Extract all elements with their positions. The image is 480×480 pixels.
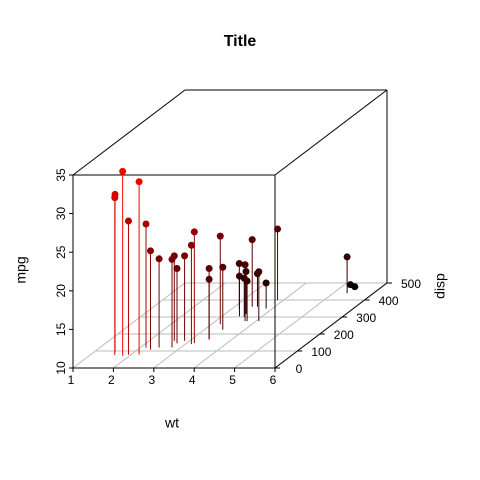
point: [351, 283, 359, 291]
point: [343, 253, 351, 261]
z-tick-label: 20: [54, 284, 68, 298]
y-tick-label: 500: [401, 277, 421, 291]
point: [187, 241, 195, 249]
point: [242, 267, 250, 275]
point: [219, 263, 227, 271]
point: [124, 217, 132, 225]
z-tick-label: 35: [54, 168, 68, 182]
point: [255, 268, 263, 276]
box-edge: [274, 282, 388, 369]
grid-line: [193, 282, 307, 369]
point: [142, 220, 150, 228]
point: [111, 194, 119, 202]
grid-line: [72, 282, 186, 369]
point: [216, 232, 224, 240]
x-tick-label: 6: [270, 373, 277, 387]
y-tick-label: 400: [379, 294, 399, 308]
point: [190, 228, 198, 236]
grid-line: [234, 282, 347, 369]
z-tick-label: 25: [54, 245, 68, 259]
point: [243, 277, 251, 285]
point: [155, 255, 163, 263]
point: [248, 236, 256, 244]
x-tick-label: 4: [189, 373, 196, 387]
y-axis-label: disp: [432, 273, 448, 299]
point: [274, 225, 282, 233]
x-tick-label: 5: [229, 373, 236, 387]
grid-line: [113, 282, 226, 369]
x-tick-label: 1: [68, 373, 75, 387]
x-tick-label: 2: [108, 373, 115, 387]
point: [168, 255, 176, 263]
z-axis-label: mpg: [13, 256, 29, 283]
z-tick-label: 30: [54, 207, 68, 221]
point: [173, 264, 181, 272]
point: [205, 264, 213, 272]
y-tick-label: 100: [311, 345, 331, 359]
y-tick-label: 200: [334, 328, 354, 342]
z-tick-label: 10: [54, 361, 68, 375]
point: [147, 247, 155, 255]
x-axis-label: wt: [164, 415, 179, 431]
grid-line: [153, 282, 267, 369]
point: [181, 252, 189, 260]
y-tick-label: 0: [296, 362, 303, 376]
point: [241, 261, 249, 269]
point: [119, 167, 127, 175]
box-edge: [274, 89, 388, 176]
chart-title: Title: [224, 33, 257, 50]
y-tick-label: 300: [356, 311, 376, 325]
point: [262, 279, 270, 287]
point: [235, 260, 243, 268]
box-edge: [72, 89, 186, 176]
x-tick-label: 3: [148, 373, 155, 387]
point: [205, 275, 213, 283]
point: [135, 178, 143, 186]
z-tick-label: 15: [54, 322, 68, 336]
